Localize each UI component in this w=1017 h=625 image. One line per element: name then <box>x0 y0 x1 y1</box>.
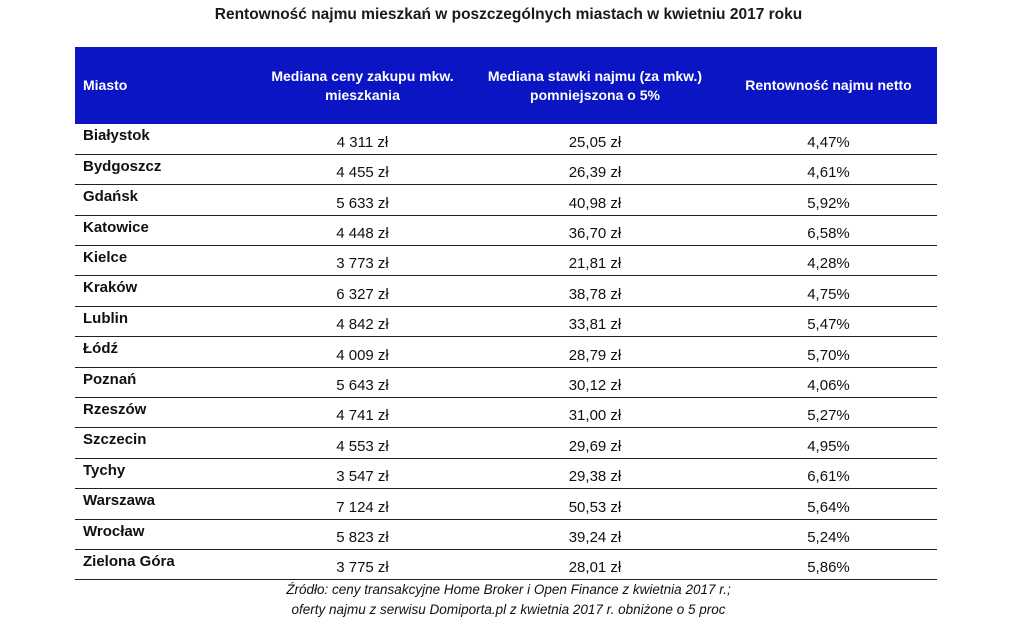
rent-rate-cell: 36,70 zł <box>470 215 720 247</box>
table-row: Łódź 4 009 zł 28,79 zł 5,70% <box>75 336 937 368</box>
purchase-price-cell: 4 741 zł <box>255 397 470 429</box>
net-yield-cell: 4,75% <box>720 275 937 307</box>
purchase-price-cell: 7 124 zł <box>255 488 470 520</box>
rental-yield-table: Miasto Mediana ceny zakupu mkw. mieszkan… <box>75 47 937 581</box>
net-yield-cell: 5,27% <box>720 397 937 429</box>
city-cell: Rzeszów <box>75 397 255 429</box>
city-cell: Bydgoszcz <box>75 154 255 186</box>
purchase-price-cell: 3 547 zł <box>255 458 470 490</box>
city-cell: Poznań <box>75 367 255 399</box>
city-cell: Gdańsk <box>75 184 255 216</box>
city-cell: Kielce <box>75 245 255 277</box>
table-row: Szczecin 4 553 zł 29,69 zł 4,95% <box>75 427 937 459</box>
table-row: Tychy 3 547 zł 29,38 zł 6,61% <box>75 458 937 490</box>
net-yield-cell: 5,92% <box>720 184 937 216</box>
net-yield-cell: 4,61% <box>720 154 937 186</box>
city-cell: Warszawa <box>75 488 255 520</box>
source-note: Źródło: ceny transakcyjne Home Broker i … <box>0 580 1017 620</box>
rent-rate-cell: 38,78 zł <box>470 275 720 307</box>
city-cell: Zielona Góra <box>75 549 255 581</box>
rent-rate-cell: 50,53 zł <box>470 488 720 520</box>
rent-rate-cell: 33,81 zł <box>470 306 720 338</box>
city-cell: Wrocław <box>75 519 255 550</box>
header-rent-rate: Mediana stawki najmu (za mkw.) pomniejsz… <box>470 47 720 124</box>
net-yield-cell: 5,47% <box>720 306 937 338</box>
city-cell: Kraków <box>75 275 255 307</box>
net-yield-cell: 4,28% <box>720 245 937 277</box>
rent-rate-cell: 39,24 zł <box>470 519 720 550</box>
purchase-price-cell: 4 455 zł <box>255 154 470 186</box>
city-cell: Tychy <box>75 458 255 490</box>
table-row: Lublin 4 842 zł 33,81 zł 5,47% <box>75 306 937 338</box>
net-yield-cell: 6,61% <box>720 458 937 490</box>
rent-rate-cell: 25,05 zł <box>470 124 720 155</box>
net-yield-cell: 4,47% <box>720 124 937 155</box>
purchase-price-cell: 3 775 zł <box>255 549 470 581</box>
table-row: Kraków 6 327 zł 38,78 zł 4,75% <box>75 275 937 307</box>
table-row: Gdańsk 5 633 zł 40,98 zł 5,92% <box>75 184 937 216</box>
rent-rate-cell: 28,01 zł <box>470 549 720 581</box>
purchase-price-cell: 4 842 zł <box>255 306 470 338</box>
net-yield-cell: 6,58% <box>720 215 937 247</box>
net-yield-cell: 5,64% <box>720 488 937 520</box>
table-row: Poznań 5 643 zł 30,12 zł 4,06% <box>75 367 937 399</box>
table-row: Białystok 4 311 zł 25,05 zł 4,47% <box>75 124 937 155</box>
rent-rate-cell: 31,00 zł <box>470 397 720 429</box>
source-line-2: oferty najmu z serwisu Domiporta.pl z kw… <box>291 602 726 617</box>
table-row: Kielce 3 773 zł 21,81 zł 4,28% <box>75 245 937 277</box>
rent-rate-cell: 21,81 zł <box>470 245 720 277</box>
net-yield-cell: 5,86% <box>720 549 937 581</box>
table-row: Zielona Góra 3 775 zł 28,01 zł 5,86% <box>75 549 937 581</box>
rent-rate-cell: 29,69 zł <box>470 427 720 459</box>
header-net-yield: Rentowność najmu netto <box>720 47 937 124</box>
purchase-price-cell: 3 773 zł <box>255 245 470 277</box>
city-cell: Lublin <box>75 306 255 338</box>
net-yield-cell: 5,70% <box>720 336 937 368</box>
purchase-price-cell: 4 009 zł <box>255 336 470 368</box>
city-cell: Białystok <box>75 124 255 155</box>
city-cell: Szczecin <box>75 427 255 459</box>
purchase-price-cell: 5 633 zł <box>255 184 470 216</box>
city-cell: Łódź <box>75 336 255 368</box>
table-title: Rentowność najmu mieszkań w poszczególny… <box>214 6 803 23</box>
purchase-price-cell: 5 643 zł <box>255 367 470 399</box>
purchase-price-cell: 4 311 zł <box>255 124 470 155</box>
net-yield-cell: 5,24% <box>720 519 937 550</box>
table-row: Warszawa 7 124 zł 50,53 zł 5,64% <box>75 488 937 520</box>
purchase-price-cell: 6 327 zł <box>255 275 470 307</box>
table-body: Białystok 4 311 zł 25,05 zł 4,47% Bydgoszcz 4… <box>75 124 937 581</box>
rent-rate-cell: 40,98 zł <box>470 184 720 216</box>
header-row: Miasto Mediana ceny zakupu mkw. mieszkan… <box>75 47 937 124</box>
rent-rate-cell: 30,12 zł <box>470 367 720 399</box>
rent-rate-cell: 28,79 zł <box>470 336 720 368</box>
rent-rate-cell: 29,38 zł <box>470 458 720 490</box>
table-row: Katowice 4 448 zł 36,70 zł 6,58% <box>75 215 937 247</box>
header-city: Miasto <box>75 47 255 124</box>
table-row: Wrocław 5 823 zł 39,24 zł 5,24% <box>75 519 937 550</box>
table-row: Bydgoszcz 4 455 zł 26,39 zł 4,61% <box>75 154 937 186</box>
source-line-1: Źródło: ceny transakcyjne Home Broker i … <box>286 582 731 597</box>
purchase-price-cell: 5 823 zł <box>255 519 470 550</box>
purchase-price-cell: 4 448 zł <box>255 215 470 247</box>
header-purchase-price: Mediana ceny zakupu mkw. mieszkania <box>255 47 470 124</box>
purchase-price-cell: 4 553 zł <box>255 427 470 459</box>
net-yield-cell: 4,06% <box>720 367 937 399</box>
rent-rate-cell: 26,39 zł <box>470 154 720 186</box>
table-row: Rzeszów 4 741 zł 31,00 zł 5,27% <box>75 397 937 429</box>
net-yield-cell: 4,95% <box>720 427 937 459</box>
city-cell: Katowice <box>75 215 255 247</box>
